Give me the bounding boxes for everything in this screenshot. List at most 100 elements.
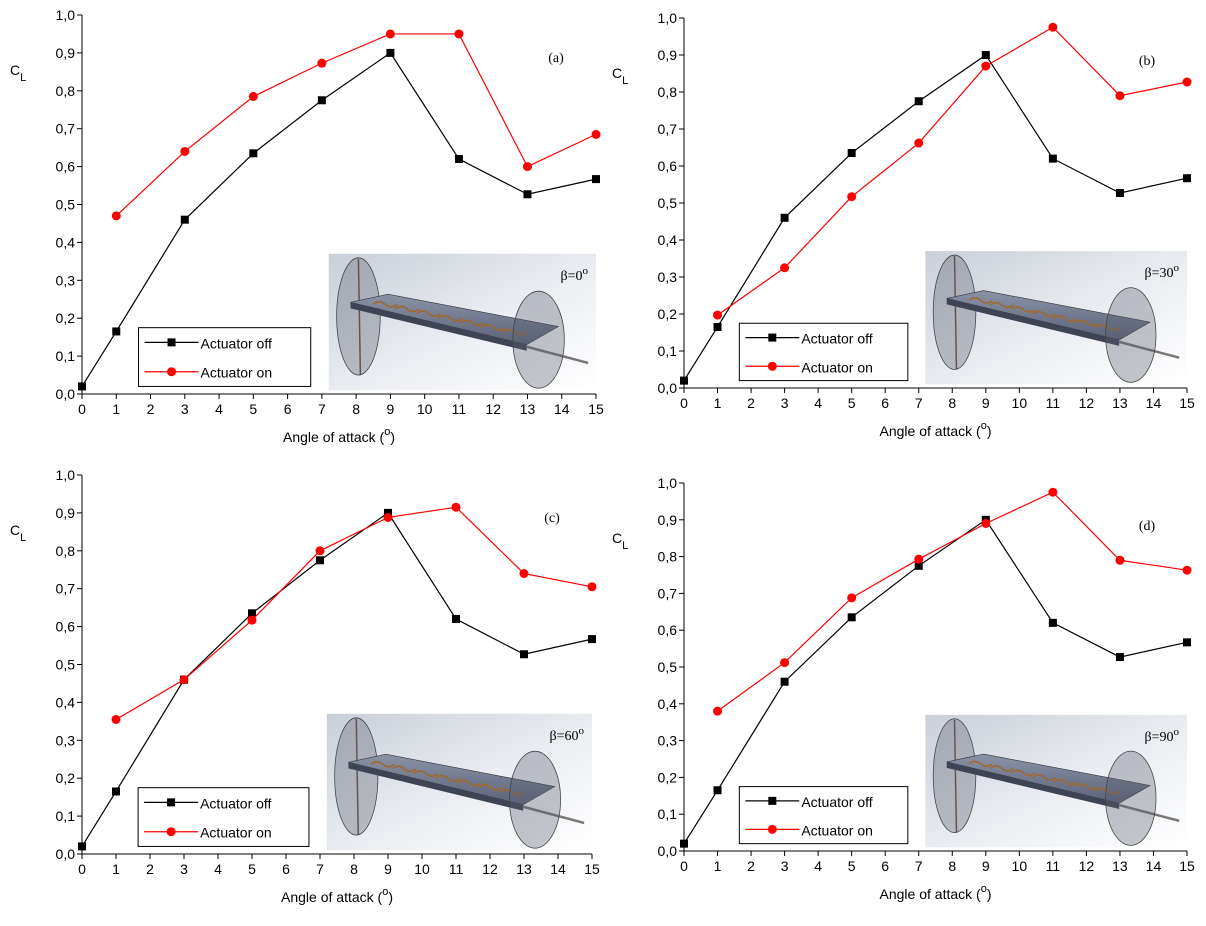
data-point bbox=[1048, 487, 1058, 497]
x-axis-label: Angle of attack (o) bbox=[880, 420, 992, 439]
legend-marker bbox=[768, 796, 777, 805]
inset-actuator bbox=[481, 324, 507, 331]
data-point bbox=[780, 658, 790, 668]
data-point bbox=[316, 556, 324, 565]
data-point bbox=[317, 58, 327, 68]
data-point bbox=[454, 29, 464, 39]
legend-box bbox=[137, 787, 310, 847]
y-tick-label: 0,0 bbox=[658, 843, 678, 859]
inset-actuator bbox=[989, 765, 1015, 772]
x-label-superscript: o bbox=[382, 886, 388, 898]
x-tick-label: 3 bbox=[781, 395, 789, 411]
inset-shaft bbox=[526, 345, 589, 365]
inset-annotation: β=60o bbox=[549, 725, 584, 744]
legend-marker bbox=[167, 798, 176, 807]
data-point bbox=[1183, 638, 1191, 647]
y-tick-label: 1,0 bbox=[658, 475, 678, 491]
data-point bbox=[780, 677, 789, 686]
inset-actuator bbox=[416, 310, 442, 317]
data-point bbox=[591, 129, 601, 139]
inset-actuator bbox=[503, 328, 529, 336]
y-axis-label: CL bbox=[612, 530, 628, 552]
data-point bbox=[713, 310, 723, 320]
x-tick-label: 15 bbox=[1179, 395, 1195, 411]
data-point bbox=[780, 263, 790, 273]
data-point bbox=[847, 593, 857, 603]
inset-wing-edge bbox=[348, 762, 524, 811]
x-tick-label: 13 bbox=[520, 401, 536, 417]
y-tick-label: 0,5 bbox=[658, 659, 678, 675]
inset-actuator bbox=[459, 319, 485, 327]
data-point bbox=[454, 155, 463, 164]
data-point bbox=[248, 609, 256, 618]
inset-shaft bbox=[522, 805, 585, 825]
legend-marker bbox=[167, 367, 177, 377]
inset-disk bbox=[336, 257, 381, 376]
y-label-subscript: L bbox=[622, 75, 628, 87]
x-tick-label: 14 bbox=[554, 401, 570, 417]
data-point bbox=[111, 714, 121, 724]
data-point bbox=[1182, 77, 1192, 87]
inset-actuator bbox=[1032, 310, 1057, 318]
x-label-superscript: o bbox=[981, 420, 987, 432]
y-label-subscript: L bbox=[20, 72, 26, 84]
annotation-superscript: o bbox=[583, 265, 589, 277]
data-point bbox=[111, 211, 121, 221]
panel-label: (b) bbox=[1139, 54, 1156, 69]
data-point bbox=[179, 675, 189, 685]
x-tick-label: 10 bbox=[1012, 395, 1028, 411]
y-tick-label: 0,3 bbox=[658, 733, 678, 749]
inset-model bbox=[932, 718, 1180, 846]
legend-label: Actuator on bbox=[200, 825, 272, 841]
y-tick-label: 0,0 bbox=[56, 386, 76, 402]
data-point bbox=[680, 376, 688, 385]
x-label-end: ) bbox=[987, 886, 992, 902]
legend-marker bbox=[767, 361, 777, 371]
inset-disk bbox=[1105, 287, 1157, 383]
data-point bbox=[522, 162, 532, 172]
y-tick-label: 0,9 bbox=[56, 45, 76, 61]
x-label-end: ) bbox=[390, 429, 395, 445]
x-tick-label: 1 bbox=[714, 858, 722, 874]
legend-label: Actuator off bbox=[201, 335, 272, 351]
inset-disk bbox=[1105, 750, 1157, 846]
y-tick-label: 0,1 bbox=[56, 348, 76, 364]
panel: β=0o0,00,10,20,30,40,50,60,70,80,91,00 1 2… bbox=[10, 7, 604, 445]
y-tick-label: 0,1 bbox=[56, 808, 76, 824]
x-tick-label: 8 bbox=[352, 401, 360, 417]
inset-actuator bbox=[1011, 769, 1036, 777]
x-tick-label: 4 bbox=[214, 861, 222, 877]
x-tick-label: 3 bbox=[180, 861, 188, 877]
x-tick-label: 11 bbox=[1046, 395, 1061, 411]
inset-disk bbox=[932, 254, 977, 370]
data-point bbox=[1115, 555, 1125, 565]
y-axis-label: CL bbox=[10, 522, 26, 544]
data-point bbox=[1048, 618, 1057, 627]
legend-marker bbox=[166, 827, 176, 837]
y-tick-label: 0,0 bbox=[56, 846, 76, 862]
x-tick-label: 0 bbox=[78, 401, 86, 417]
data-point bbox=[315, 546, 325, 556]
x-tick-label: 11 bbox=[452, 401, 467, 417]
x-tick-label: 9 bbox=[387, 401, 395, 417]
x-tick-label: 7 bbox=[915, 858, 923, 874]
x-tick-label: 0 bbox=[680, 395, 688, 411]
inset-actuator bbox=[500, 788, 525, 796]
data-point bbox=[914, 561, 923, 570]
legend-label: Actuator on bbox=[801, 359, 873, 375]
x-tick-label: 14 bbox=[550, 861, 566, 877]
annotation-text: β=0 bbox=[560, 269, 582, 284]
legend-marker bbox=[768, 333, 777, 342]
y-tick-label: 0,3 bbox=[56, 732, 76, 748]
x-tick-label: 5 bbox=[249, 401, 257, 417]
y-tick-label: 0,5 bbox=[56, 197, 76, 213]
x-label-superscript: o bbox=[981, 883, 987, 895]
inset-actuator bbox=[1053, 778, 1079, 786]
x-tick-label: 6 bbox=[284, 401, 292, 417]
inset-actuator bbox=[394, 305, 420, 313]
inset-actuator bbox=[1032, 774, 1057, 781]
x-tick-label: 10 bbox=[414, 861, 430, 877]
x-tick-label: 2 bbox=[146, 861, 154, 877]
